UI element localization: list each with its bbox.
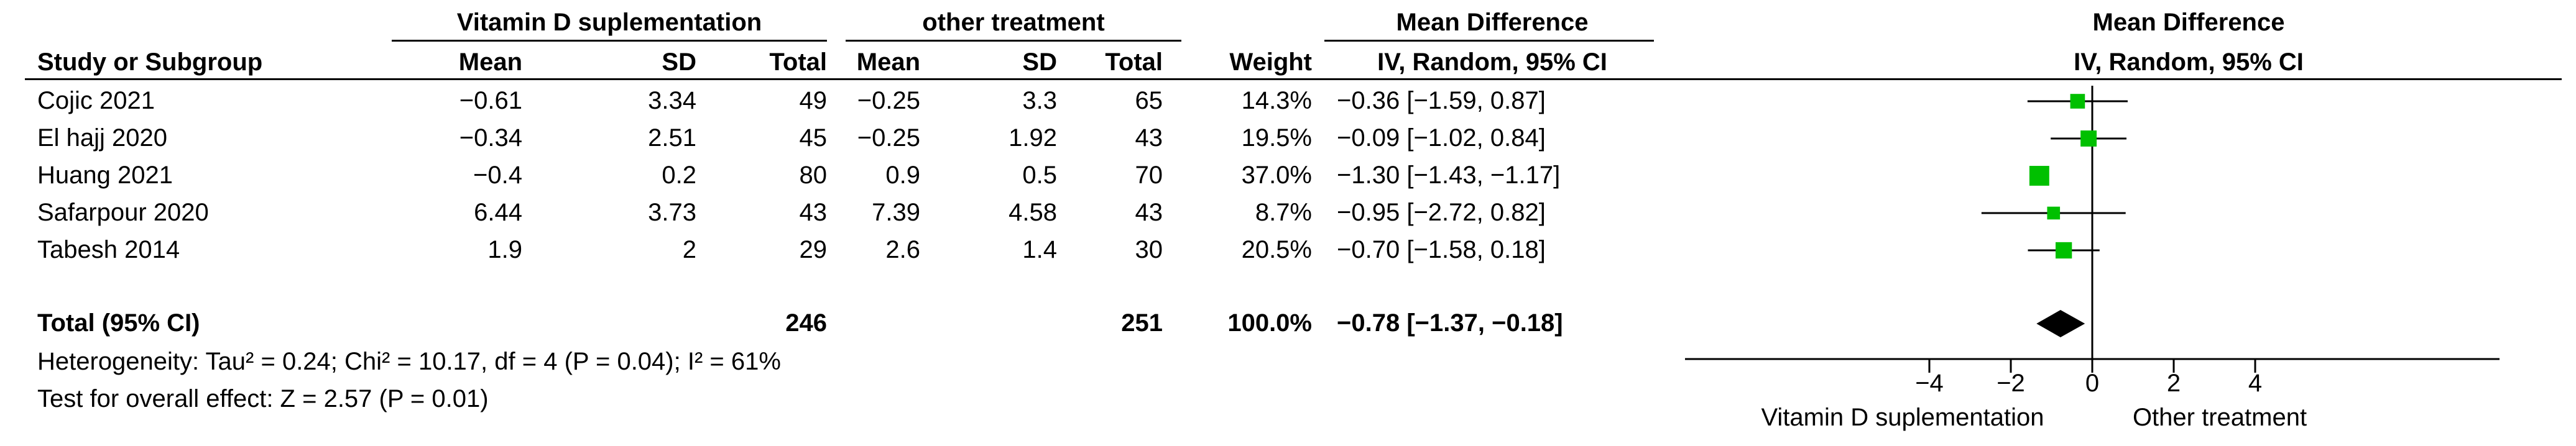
- x-tick-label: −2: [1997, 370, 2025, 397]
- total-label: Total (95% CI): [37, 309, 200, 337]
- favours-left-label: Vitamin D suplementation: [1761, 404, 2044, 431]
- cell-total1: 43: [799, 199, 828, 226]
- x-tick-label: 4: [2248, 370, 2262, 397]
- study-marker: [2056, 242, 2072, 259]
- cell-weight: 14.3%: [1241, 87, 1312, 114]
- total-ci: −0.78 [−1.37, −0.18]: [1337, 309, 1563, 337]
- total2-value: 251: [1121, 309, 1163, 337]
- pooled-diamond: [2036, 310, 2085, 337]
- effect-underline-left: [1324, 40, 1654, 42]
- study-marker: [2080, 130, 2097, 147]
- weight-column-header: Weight: [1229, 48, 1312, 76]
- cell-sd2: 1.4: [1022, 236, 1057, 263]
- cell-mean2: −0.25: [857, 124, 920, 152]
- cell-total2: 43: [1135, 199, 1163, 226]
- cell-ci-text: −0.09 [−1.02, 0.84]: [1337, 124, 1546, 152]
- cell-weight: 37.0%: [1241, 162, 1312, 189]
- cell-sd1: 0.2: [662, 162, 696, 189]
- study-marker: [2029, 166, 2049, 186]
- cell-mean2: 0.9: [885, 162, 920, 189]
- x-tick-label: 0: [2085, 370, 2099, 397]
- cell-total2: 70: [1135, 162, 1163, 189]
- cell-sd1: 2: [682, 236, 696, 263]
- cell-sd2: 0.5: [1022, 162, 1057, 189]
- method-header-left: IV, Random, 95% CI: [1377, 48, 1607, 76]
- cell-ci-text: −1.30 [−1.43, −1.17]: [1337, 162, 1561, 189]
- total1-value: 246: [785, 309, 827, 337]
- mean1-column-header: Mean: [458, 48, 522, 76]
- cell-total2: 43: [1135, 124, 1163, 152]
- total-weight: 100.0%: [1227, 309, 1312, 337]
- cell-total1: 49: [799, 87, 828, 114]
- overall-effect-stats: Test for overall effect: Z = 2.57 (P = 0…: [37, 385, 489, 412]
- group2-header: other treatment: [922, 9, 1105, 36]
- cell-mean1: 1.9: [487, 236, 522, 263]
- effect-header-left: Mean Difference: [1396, 9, 1589, 36]
- cell-name: Huang 2021: [37, 162, 173, 189]
- cell-name: El hajj 2020: [37, 124, 168, 152]
- study-column-header: Study or Subgroup: [37, 48, 263, 76]
- cell-weight: 19.5%: [1241, 124, 1312, 152]
- cell-total2: 65: [1135, 87, 1163, 114]
- cell-mean2: 2.6: [885, 236, 920, 263]
- group1-underline: [392, 40, 827, 42]
- study-marker: [2047, 206, 2061, 220]
- cell-weight: 8.7%: [1255, 199, 1312, 226]
- cell-mean1: −0.4: [473, 162, 522, 189]
- cell-sd1: 3.34: [648, 87, 696, 114]
- cell-total1: 45: [799, 124, 828, 152]
- cell-sd2: 3.3: [1022, 87, 1057, 114]
- cell-total1: 80: [799, 162, 828, 189]
- cell-total2: 30: [1135, 236, 1163, 263]
- mean2-column-header: Mean: [856, 48, 920, 76]
- group2-underline: [846, 40, 1181, 42]
- cell-mean2: 7.39: [872, 199, 920, 226]
- total1-column-header: Total: [769, 48, 827, 76]
- cell-sd1: 3.73: [648, 199, 696, 226]
- cell-sd2: 1.92: [1009, 124, 1057, 152]
- cell-mean1: −0.61: [459, 87, 522, 114]
- cell-ci-text: −0.95 [−2.72, 0.82]: [1337, 199, 1546, 226]
- sd2-column-header: SD: [1022, 48, 1057, 76]
- cell-name: Cojic 2021: [37, 87, 155, 114]
- cell-ci-text: −0.70 [−1.58, 0.18]: [1337, 236, 1546, 263]
- cell-sd1: 2.51: [648, 124, 696, 152]
- cell-sd2: 4.58: [1009, 199, 1057, 226]
- header-rule: [25, 78, 2562, 80]
- cell-total1: 29: [799, 236, 828, 263]
- method-header-right: IV, Random, 95% CI: [2074, 48, 2304, 76]
- cell-mean1: 6.44: [474, 199, 522, 226]
- study-marker: [2070, 94, 2085, 109]
- total2-column-header: Total: [1105, 48, 1163, 76]
- cell-name: Tabesh 2014: [37, 236, 180, 263]
- cell-name: Safarpour 2020: [37, 199, 209, 226]
- cell-weight: 20.5%: [1241, 236, 1312, 263]
- heterogeneity-stats: Heterogeneity: Tau² = 0.24; Chi² = 10.17…: [37, 348, 781, 375]
- x-tick-label: 2: [2167, 370, 2181, 397]
- x-tick-label: −4: [1915, 370, 1944, 397]
- effect-header-right: Mean Difference: [2092, 9, 2285, 36]
- favours-right-label: Other treatment: [2133, 404, 2307, 431]
- cell-mean1: −0.34: [459, 124, 522, 152]
- cell-ci-text: −0.36 [−1.59, 0.87]: [1337, 87, 1546, 114]
- cell-mean2: −0.25: [857, 87, 920, 114]
- group1-header: Vitamin D suplementation: [456, 9, 762, 36]
- sd1-column-header: SD: [662, 48, 696, 76]
